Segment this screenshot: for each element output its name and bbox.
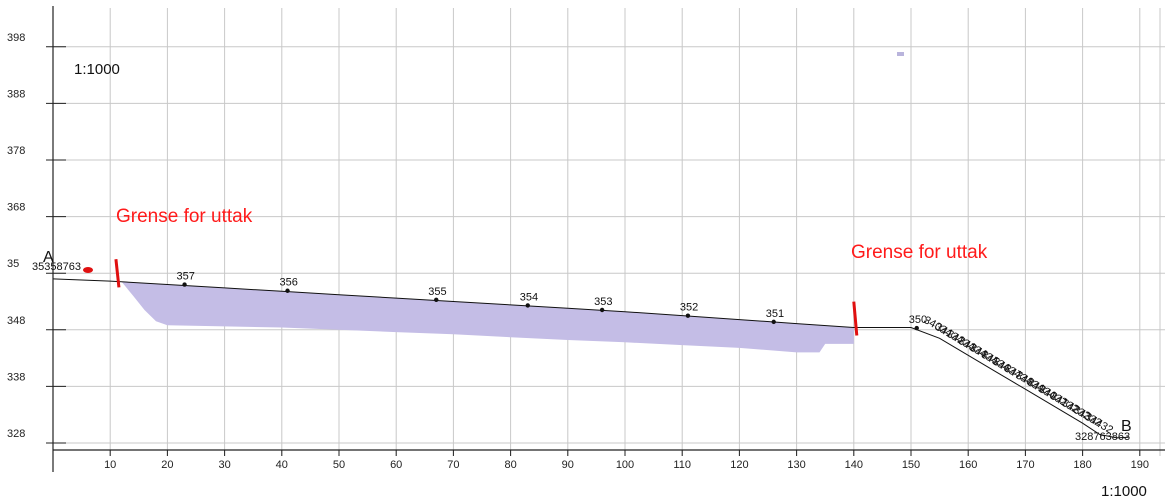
boundary-label: Grense for uttak	[851, 242, 988, 263]
terrain-layer	[52, 278, 1129, 439]
start-red-mark	[83, 267, 93, 273]
stray-mark	[897, 52, 904, 56]
y-tick-label: 368	[7, 202, 25, 214]
x-tick-label: 150	[902, 459, 920, 471]
start-cluster-label: 35358763	[32, 261, 81, 273]
x-tick-label: 20	[161, 459, 173, 471]
station-label: 352	[680, 302, 698, 314]
y-tick-label: 378	[7, 145, 25, 157]
tick-labels: 10 20 30 40 50 60 70 80 90 100 110 120 130 140 150 160 1…	[7, 32, 1149, 471]
boundary-label: Grense for uttak	[116, 206, 253, 227]
boundary-layer: Grense for uttak Grense for uttak	[83, 206, 988, 336]
y-tick-label: 388	[7, 88, 25, 100]
x-tick-label: 80	[504, 459, 516, 471]
station-label: 357	[177, 271, 195, 283]
station-label: 355	[428, 286, 446, 298]
x-tick-label: 190	[1131, 459, 1149, 471]
station-label: 350	[909, 314, 927, 326]
y-tick-label: 35	[7, 258, 19, 270]
station-point	[182, 282, 187, 287]
station-point	[685, 313, 691, 318]
x-tick-label: 100	[616, 459, 634, 471]
station-point	[285, 288, 290, 293]
y-tick-label: 328	[7, 428, 25, 440]
excavation-layer	[121, 281, 854, 353]
station-label: 354	[520, 291, 538, 303]
x-tick-label: 120	[730, 459, 748, 471]
station-label: 356	[280, 277, 298, 289]
y-tick-label: 398	[7, 32, 25, 44]
boundary-marker	[114, 259, 121, 288]
terrain-line	[52, 278, 1129, 439]
x-tick-label: 40	[276, 459, 288, 471]
station-point	[599, 307, 605, 313]
end-cluster-label: 328763863	[1075, 431, 1130, 443]
boundary-marker	[852, 301, 859, 336]
station-point	[434, 297, 439, 303]
x-tick-label: 180	[1073, 459, 1091, 471]
x-tick-label: 10	[104, 459, 116, 471]
axes	[46, 6, 1165, 472]
x-tick-label: 130	[787, 459, 805, 471]
x-tick-label: 70	[447, 459, 459, 471]
station-label: 353	[594, 296, 612, 308]
station-label: 351	[766, 308, 784, 320]
x-tick-label: 140	[845, 459, 863, 471]
y-tick-label: 348	[7, 315, 25, 327]
x-tick-label: 90	[562, 459, 574, 471]
scale-label-bottom: 1:1000	[1101, 483, 1147, 500]
y-tick-label: 338	[7, 371, 25, 383]
x-tick-label: 170	[1016, 459, 1034, 471]
point-layer: 357 356 355 354 353 352 351 350	[177, 271, 927, 331]
x-tick-label: 30	[218, 459, 230, 471]
grid	[53, 8, 1165, 456]
x-tick-label: 50	[333, 459, 345, 471]
slope-label-cluster: 3403434134342343433434434345343463434734…	[922, 314, 1115, 436]
scale-label-top: 1:1000	[74, 61, 120, 78]
x-tick-label: 110	[673, 459, 691, 471]
end-marker-label: B	[1121, 418, 1132, 435]
station-point	[525, 303, 530, 308]
excavation-area	[121, 281, 854, 353]
x-tick-label: 160	[959, 459, 977, 471]
x-tick-label: 60	[390, 459, 402, 471]
station-point	[914, 325, 919, 331]
station-point	[771, 319, 776, 325]
start-marker-label: A	[43, 249, 54, 266]
